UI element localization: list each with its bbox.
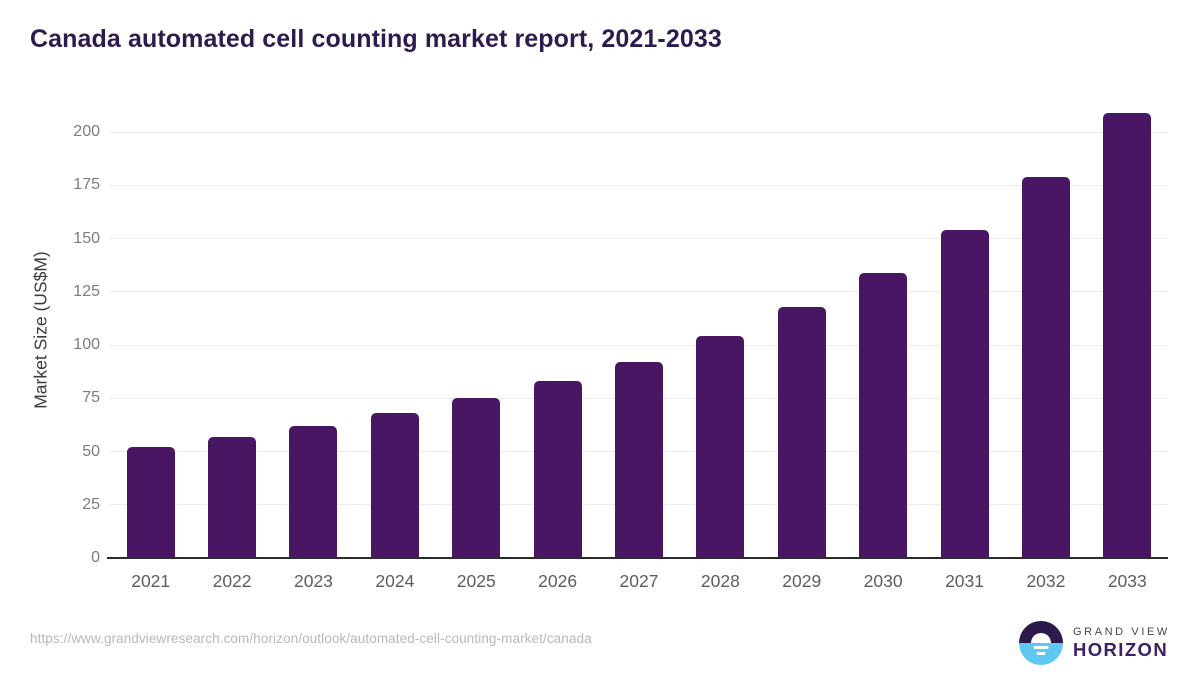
x-tick-label: 2021 xyxy=(131,571,171,591)
x-tick-label: 2033 xyxy=(1107,571,1147,591)
bar-2024 xyxy=(370,413,419,558)
horizon-sun-icon xyxy=(1019,621,1063,665)
y-tick-label: 150 xyxy=(73,229,100,247)
gridline xyxy=(110,291,1168,293)
gridline xyxy=(110,131,1168,133)
y-tick-label: 125 xyxy=(73,282,100,300)
y-axis-title: Market Size (US$M) xyxy=(30,251,51,409)
y-tick-label: 175 xyxy=(73,176,100,194)
gridline xyxy=(110,238,1168,239)
gridline xyxy=(110,344,1168,346)
y-tick-label: 200 xyxy=(73,123,100,140)
logo-product-name: HORIZON xyxy=(1073,638,1169,660)
bar-2027 xyxy=(615,362,663,558)
sun-reflection-line xyxy=(1033,646,1049,649)
y-tick-label: 100 xyxy=(73,336,100,353)
bar-2033 xyxy=(1103,112,1152,558)
y-tick-label: 75 xyxy=(82,389,100,407)
x-tick-label: 2022 xyxy=(212,571,252,591)
x-tick-label: 2026 xyxy=(538,571,578,591)
sun-reflection-line xyxy=(1036,652,1046,655)
y-tick-label: 25 xyxy=(82,495,100,513)
gridline xyxy=(110,184,1168,186)
source-url: https://www.grandviewresearch.com/horizo… xyxy=(30,631,592,646)
bar-2026 xyxy=(533,381,582,558)
bar-2025 xyxy=(452,398,501,558)
x-tick-label: 2031 xyxy=(945,571,984,591)
bar-2032 xyxy=(1021,176,1070,558)
x-tick-label: 2025 xyxy=(456,571,496,591)
logo-text: GRAND VIEW HORIZON xyxy=(1073,626,1170,661)
bar-2031 xyxy=(940,229,989,558)
bar-2028 xyxy=(696,336,745,558)
bar-2023 xyxy=(289,425,338,558)
bar-2021 xyxy=(126,447,175,558)
logo-brand-name: GRAND VIEW xyxy=(1073,625,1170,638)
x-tick-label: 2032 xyxy=(1026,571,1066,591)
bar-2030 xyxy=(859,272,908,558)
x-tick-label: 2027 xyxy=(619,571,659,591)
x-tick-label: 2023 xyxy=(293,571,333,591)
sun-shape xyxy=(1031,633,1051,643)
x-axis-line xyxy=(107,557,1168,559)
page-title: Canada automated cell counting market re… xyxy=(30,25,722,53)
y-tick-label: 0 xyxy=(91,549,100,566)
bar-2029 xyxy=(777,306,826,558)
grand-view-horizon-logo: GRAND VIEW HORIZON xyxy=(1019,621,1170,665)
x-tick-label: 2029 xyxy=(782,571,822,591)
x-tick-label: 2024 xyxy=(375,571,415,591)
x-tick-label: 2030 xyxy=(863,571,903,591)
y-tick-label: 50 xyxy=(82,442,100,460)
bar-2022 xyxy=(208,436,257,558)
x-tick-label: 2028 xyxy=(700,571,740,591)
